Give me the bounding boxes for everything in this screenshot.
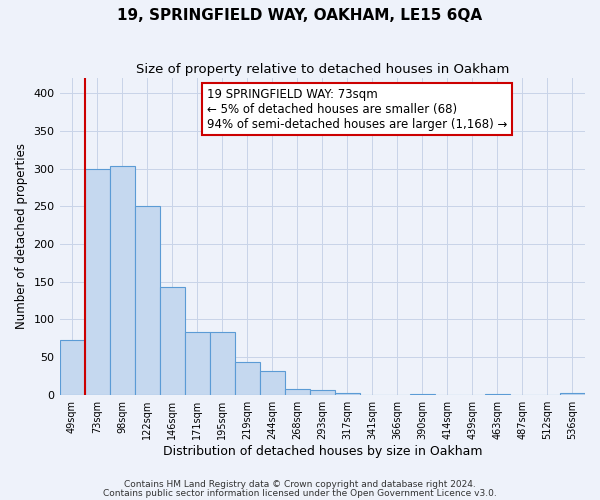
Bar — [134, 206, 160, 394]
Text: 19, SPRINGFIELD WAY, OAKHAM, LE15 6QA: 19, SPRINGFIELD WAY, OAKHAM, LE15 6QA — [118, 8, 482, 22]
Bar — [59, 340, 85, 394]
Bar — [85, 168, 110, 394]
Bar — [185, 332, 209, 394]
Y-axis label: Number of detached properties: Number of detached properties — [15, 144, 28, 330]
Bar — [160, 287, 185, 395]
Bar — [560, 393, 585, 394]
Bar — [235, 362, 260, 394]
Bar — [260, 370, 285, 394]
Bar — [110, 166, 134, 394]
Text: Contains public sector information licensed under the Open Government Licence v3: Contains public sector information licen… — [103, 488, 497, 498]
Bar — [209, 332, 235, 394]
Text: Contains HM Land Registry data © Crown copyright and database right 2024.: Contains HM Land Registry data © Crown c… — [124, 480, 476, 489]
Text: 19 SPRINGFIELD WAY: 73sqm
← 5% of detached houses are smaller (68)
94% of semi-d: 19 SPRINGFIELD WAY: 73sqm ← 5% of detach… — [206, 88, 507, 130]
Bar — [310, 390, 335, 394]
X-axis label: Distribution of detached houses by size in Oakham: Distribution of detached houses by size … — [163, 444, 482, 458]
Title: Size of property relative to detached houses in Oakham: Size of property relative to detached ho… — [136, 62, 509, 76]
Bar — [335, 393, 360, 394]
Bar — [285, 388, 310, 394]
